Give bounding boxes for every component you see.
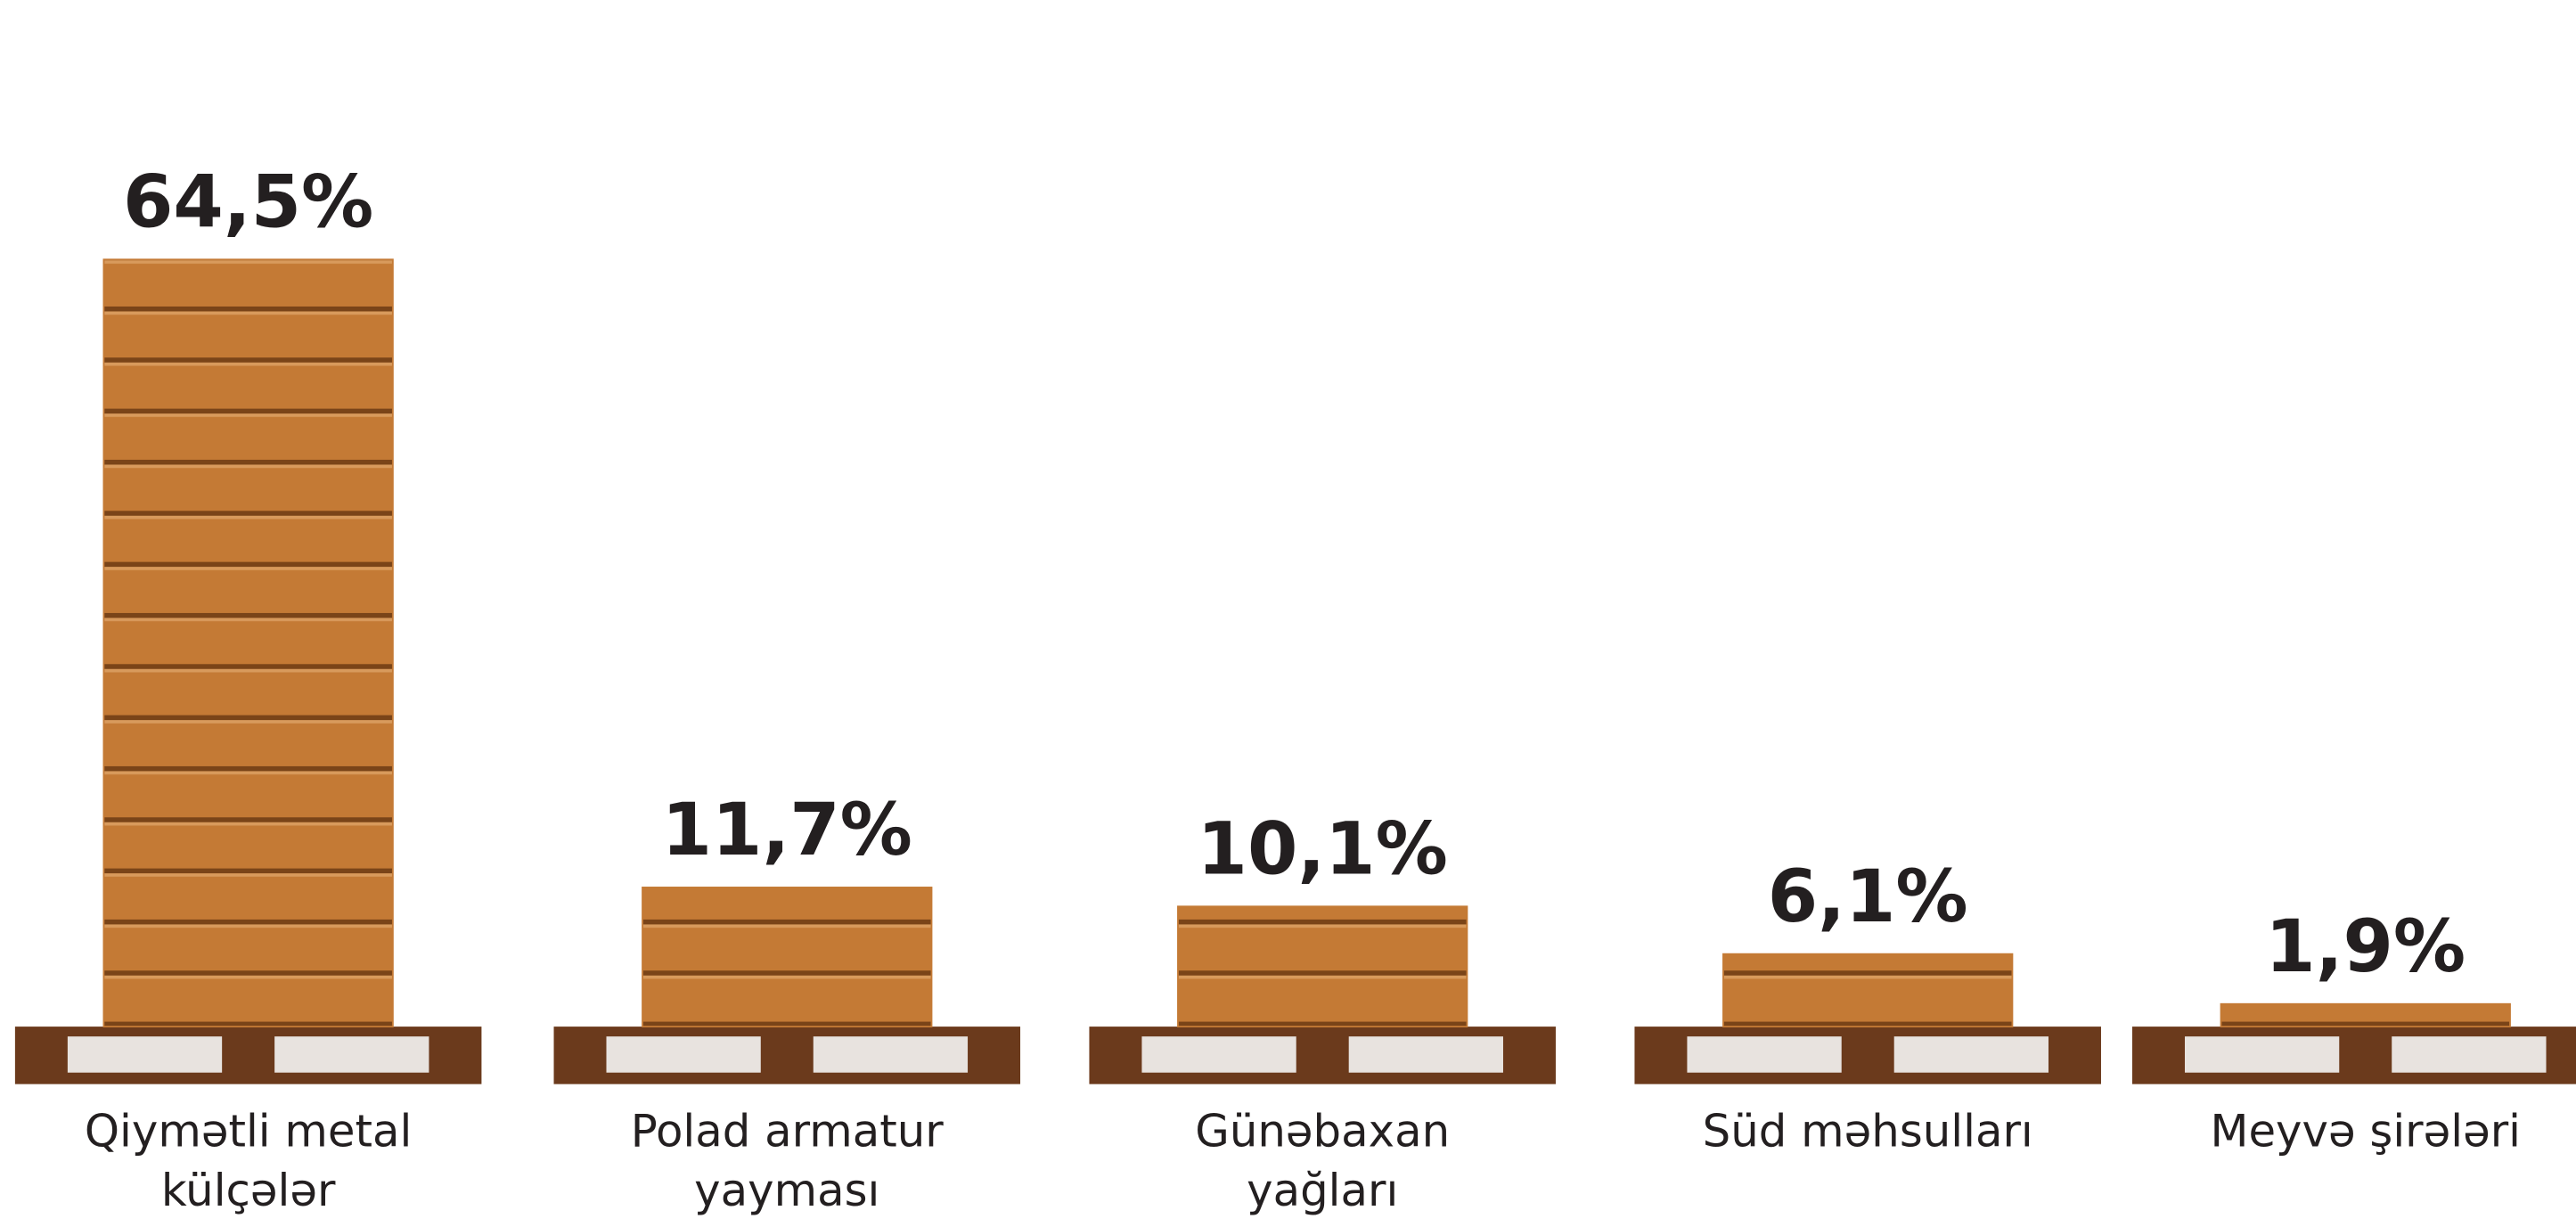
value-label: 10,1% xyxy=(1198,807,1448,891)
pallet-board xyxy=(274,1036,429,1073)
category-wrap: Süd məhsulları xyxy=(1702,1107,2033,1158)
category-wrap: Polad armatur yayması xyxy=(630,1107,944,1217)
bar xyxy=(2220,1002,2511,1028)
value-label: 64,5% xyxy=(123,160,373,244)
category-label: Süd məhsulları xyxy=(1702,1107,2033,1158)
bar xyxy=(1722,953,2014,1028)
category-label: Günəbaxan yağları xyxy=(1195,1107,1451,1217)
pallet-board xyxy=(813,1036,969,1073)
category-wrap: Meyvə şirələri xyxy=(2210,1107,2522,1158)
category-wrap: Qiymətli metal külçələr xyxy=(84,1107,413,1217)
category-label: Meyvə şirələri xyxy=(2210,1107,2522,1158)
category-label: Polad armatur yayması xyxy=(630,1107,944,1217)
bar xyxy=(1177,905,1468,1028)
pallet-board xyxy=(1348,1036,1503,1073)
pallet-board xyxy=(1687,1036,1842,1073)
pallet-board xyxy=(2392,1036,2547,1073)
bar xyxy=(642,887,933,1028)
category-label: Qiymətli metal külçələr xyxy=(84,1107,413,1217)
pallet-board xyxy=(2184,1036,2340,1073)
value-label: 11,7% xyxy=(662,789,912,872)
value-label: 6,1% xyxy=(1768,855,1968,939)
pallet-board xyxy=(1893,1036,2049,1073)
pallet-board xyxy=(1141,1036,1296,1073)
pallet-board xyxy=(67,1036,223,1073)
category-wrap: Günəbaxan yağları xyxy=(1195,1107,1451,1217)
value-label: 1,9% xyxy=(2265,905,2466,989)
bar xyxy=(102,258,394,1028)
pallet-board xyxy=(606,1036,761,1073)
